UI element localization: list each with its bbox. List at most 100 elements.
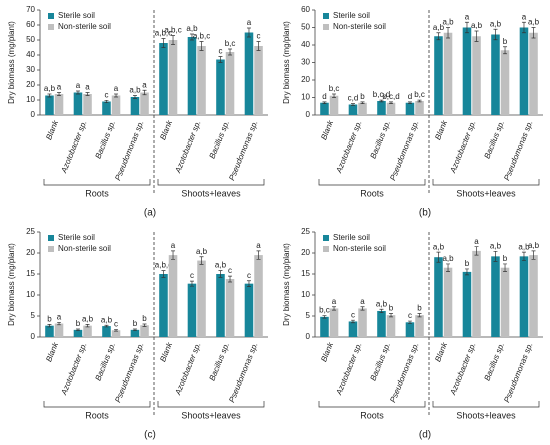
x-tick-label: Pseudomonas sp. xyxy=(388,341,420,404)
error-bar xyxy=(85,92,90,96)
significance-letter: b xyxy=(360,92,365,101)
x-tick-label: Blank xyxy=(158,118,174,141)
error-bar xyxy=(75,90,80,95)
significance-letter: b,c xyxy=(225,39,236,48)
significance-letter: c xyxy=(247,271,251,280)
panel-label: (a) xyxy=(144,208,156,219)
y-axis-label: Dry biomass (mg/plant) xyxy=(7,243,16,326)
error-bar xyxy=(521,251,526,261)
bar xyxy=(225,52,235,115)
bar xyxy=(386,315,396,337)
error-bar xyxy=(85,324,90,328)
legend-label: Sterile soil xyxy=(58,233,95,242)
bar xyxy=(254,255,263,337)
error-bar xyxy=(322,315,327,319)
significance-letter: c xyxy=(218,47,222,56)
error-bar xyxy=(104,324,109,328)
bar xyxy=(358,308,367,337)
significance-letter: a xyxy=(57,312,62,321)
significance-letter: a,b xyxy=(442,254,454,263)
bar xyxy=(216,59,225,115)
bar xyxy=(462,271,472,337)
y-tick-label: 20 xyxy=(301,75,310,84)
x-tick-label: Azotobacter sp. xyxy=(334,341,364,397)
y-tick-label: 25 xyxy=(301,227,310,236)
significance-letter: a,b xyxy=(433,242,445,251)
bar xyxy=(348,321,358,337)
significance-letter: b xyxy=(133,319,138,328)
significance-letter: a xyxy=(114,84,119,93)
significance-letter: b xyxy=(47,315,52,324)
x-tick-label: Azotobacter sp. xyxy=(448,119,478,175)
y-tick-label: 50 xyxy=(26,35,35,44)
bar xyxy=(83,325,92,337)
bar xyxy=(130,97,140,115)
group-label: Roots xyxy=(360,188,384,198)
y-axis-label: Dry biomass (mg/plant) xyxy=(7,21,16,104)
group-label: Shoots+leaves xyxy=(181,410,241,420)
error-bar xyxy=(218,270,223,278)
x-tick-label: Azotobacter sp. xyxy=(173,119,203,175)
error-bar xyxy=(189,33,194,41)
significance-letter: a xyxy=(247,18,252,27)
bar xyxy=(225,279,235,337)
error-bar xyxy=(199,41,204,51)
error-bar xyxy=(246,280,251,287)
y-tick-label: 20 xyxy=(26,248,35,257)
bar xyxy=(415,101,424,115)
error-bar xyxy=(332,306,337,311)
bar xyxy=(45,325,54,337)
significance-letter: b,c,d xyxy=(382,92,399,101)
y-tick-label: 20 xyxy=(301,248,310,257)
group-bracket xyxy=(157,179,265,186)
significance-letter: b,c xyxy=(329,84,340,93)
error-bar xyxy=(161,38,166,48)
bar xyxy=(434,257,443,337)
bar xyxy=(405,322,415,337)
bar xyxy=(102,101,111,115)
error-bar xyxy=(171,35,176,45)
bar xyxy=(519,27,529,115)
significance-letter: a,b,c xyxy=(193,32,210,41)
group-label: Shoots+leaves xyxy=(456,410,516,420)
x-tick-label: Bacillus sp. xyxy=(94,119,118,160)
group-label: Shoots+leaves xyxy=(456,188,516,198)
error-bar xyxy=(503,46,508,55)
legend-swatch xyxy=(323,235,329,241)
bar xyxy=(54,94,64,115)
x-tick-label: Blank xyxy=(433,118,449,141)
error-bar xyxy=(417,313,422,318)
x-tick-label: Bacillus sp. xyxy=(208,119,232,160)
error-bar xyxy=(360,101,365,104)
legend-swatch xyxy=(48,13,54,19)
significance-letter: a,b xyxy=(490,241,502,250)
error-bar xyxy=(228,275,233,283)
x-tick-label: Azotobacter sp. xyxy=(173,341,203,397)
x-tick-label: Pseudomonas sp. xyxy=(502,341,534,404)
significance-letter: c xyxy=(104,90,108,99)
significance-letter: a,b xyxy=(433,23,445,32)
x-tick-label: Azotobacter sp. xyxy=(334,119,364,175)
y-tick-label: 70 xyxy=(26,5,35,14)
y-tick-label: 60 xyxy=(301,5,310,14)
significance-letter: a,b xyxy=(129,86,141,95)
error-bar xyxy=(322,101,327,104)
bar xyxy=(254,46,263,115)
bar xyxy=(405,102,415,115)
error-bar xyxy=(521,21,526,34)
x-tick-label: Blank xyxy=(319,118,335,141)
bar xyxy=(491,256,500,337)
legend-swatch xyxy=(48,235,54,241)
bar xyxy=(443,267,453,337)
group-label: Roots xyxy=(85,410,109,420)
x-tick-label: Azotobacter sp. xyxy=(59,119,89,175)
error-bar xyxy=(417,99,422,103)
significance-letter: c xyxy=(228,266,232,275)
y-tick-label: 30 xyxy=(301,58,310,67)
bar xyxy=(500,267,510,337)
significance-letter: a xyxy=(142,80,147,89)
group-label: Shoots+leaves xyxy=(181,188,241,198)
significance-letter: b xyxy=(503,37,508,46)
error-bar xyxy=(474,246,479,256)
